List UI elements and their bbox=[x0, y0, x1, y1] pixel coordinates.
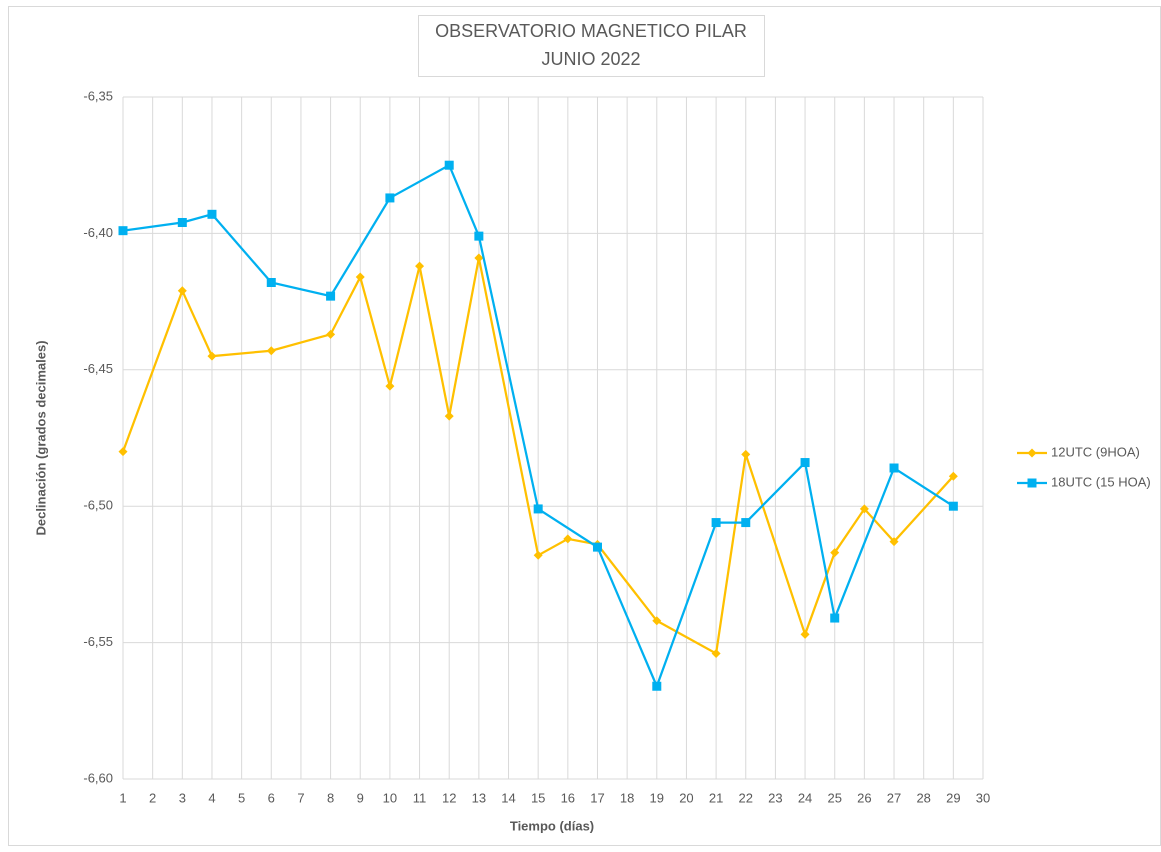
x-tick-label: 30 bbox=[976, 790, 990, 805]
marker bbox=[355, 272, 365, 282]
marker bbox=[830, 548, 840, 558]
x-tick-label: 12 bbox=[442, 790, 456, 805]
x-tick-label: 11 bbox=[413, 790, 427, 805]
x-tick-label: 9 bbox=[357, 790, 364, 805]
x-tick-label: 25 bbox=[827, 790, 841, 805]
marker bbox=[385, 193, 395, 203]
marker bbox=[326, 291, 336, 301]
x-tick-label: 3 bbox=[179, 790, 186, 805]
marker bbox=[207, 209, 217, 219]
x-tick-label: 10 bbox=[383, 790, 397, 805]
marker bbox=[444, 160, 454, 170]
x-tick-label: 7 bbox=[297, 790, 304, 805]
marker bbox=[385, 381, 395, 391]
x-tick-label: 8 bbox=[327, 790, 334, 805]
x-tick-label: 13 bbox=[472, 790, 486, 805]
x-tick-label: 18 bbox=[620, 790, 634, 805]
x-axis-title: Tiempo (días) bbox=[510, 818, 594, 833]
marker bbox=[177, 217, 187, 227]
chart-border bbox=[8, 6, 1161, 846]
legend-marker bbox=[1027, 478, 1037, 488]
marker bbox=[889, 463, 899, 473]
marker bbox=[415, 261, 425, 271]
marker bbox=[444, 411, 454, 421]
marker bbox=[859, 504, 869, 514]
y-tick-label: -6,60 bbox=[83, 770, 113, 785]
x-tick-label: 26 bbox=[857, 790, 871, 805]
x-tick-label: 16 bbox=[561, 790, 575, 805]
x-tick-label: 28 bbox=[916, 790, 930, 805]
legend-label[interactable]: 12UTC (9HOA) bbox=[1051, 444, 1140, 459]
marker bbox=[474, 231, 484, 241]
marker bbox=[266, 346, 276, 356]
x-tick-label: 27 bbox=[887, 790, 901, 805]
y-axis-title: Declinación (grados decimales) bbox=[33, 340, 48, 535]
marker bbox=[741, 518, 751, 528]
marker bbox=[652, 681, 662, 691]
x-tick-label: 15 bbox=[531, 790, 545, 805]
marker bbox=[711, 518, 721, 528]
x-tick-label: 2 bbox=[149, 790, 156, 805]
chart-subtitle: JUNIO 2022 bbox=[541, 49, 640, 69]
x-tick-label: 14 bbox=[501, 790, 515, 805]
y-tick-label: -6,40 bbox=[83, 225, 113, 240]
marker bbox=[711, 649, 721, 659]
y-tick-label: -6,55 bbox=[83, 634, 113, 649]
marker bbox=[207, 351, 217, 361]
marker bbox=[592, 542, 602, 552]
marker bbox=[889, 537, 899, 547]
x-tick-label: 21 bbox=[709, 790, 723, 805]
y-tick-label: -6,50 bbox=[83, 498, 113, 513]
marker bbox=[800, 458, 810, 468]
marker bbox=[741, 449, 751, 459]
x-tick-label: 5 bbox=[238, 790, 245, 805]
marker bbox=[800, 629, 810, 639]
x-tick-label: 23 bbox=[768, 790, 782, 805]
title-box bbox=[418, 15, 765, 77]
y-tick-label: -6,45 bbox=[83, 361, 113, 376]
x-tick-label: 20 bbox=[679, 790, 693, 805]
marker bbox=[118, 447, 128, 457]
marker bbox=[948, 501, 958, 511]
marker bbox=[474, 253, 484, 263]
marker bbox=[948, 471, 958, 481]
x-tick-label: 24 bbox=[798, 790, 812, 805]
marker bbox=[563, 534, 573, 544]
chart-title: OBSERVATORIO MAGNETICO PILAR bbox=[435, 21, 747, 41]
x-tick-label: 6 bbox=[268, 790, 275, 805]
y-tick-label: -6,35 bbox=[83, 88, 113, 103]
legend-marker bbox=[1027, 448, 1037, 458]
marker bbox=[266, 278, 276, 288]
marker bbox=[533, 504, 543, 514]
legend-label[interactable]: 18UTC (15 HOA) bbox=[1051, 474, 1151, 489]
x-tick-label: 17 bbox=[590, 790, 604, 805]
marker bbox=[652, 616, 662, 626]
x-tick-label: 29 bbox=[946, 790, 960, 805]
marker bbox=[830, 613, 840, 623]
marker bbox=[118, 226, 128, 236]
x-tick-label: 1 bbox=[119, 790, 126, 805]
x-tick-label: 22 bbox=[739, 790, 753, 805]
marker bbox=[533, 550, 543, 560]
x-tick-label: 4 bbox=[208, 790, 215, 805]
marker bbox=[326, 329, 336, 339]
x-tick-label: 19 bbox=[650, 790, 664, 805]
marker bbox=[177, 286, 187, 296]
